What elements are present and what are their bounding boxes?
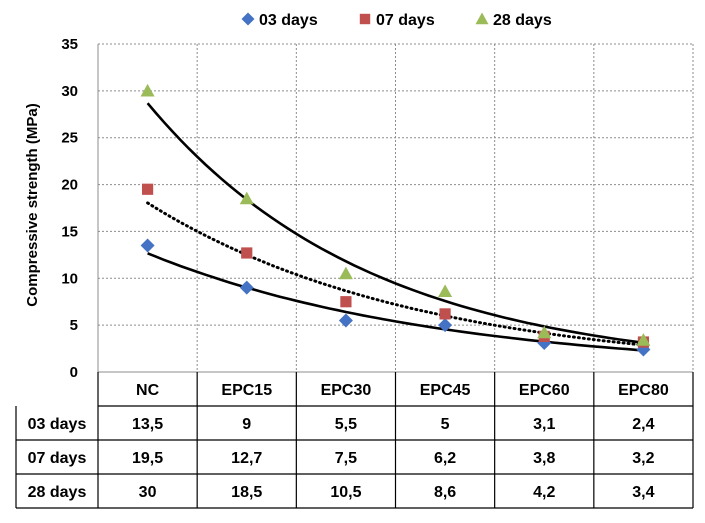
table-cell: 3,8 (533, 450, 555, 467)
y-tick-label: 10 (61, 270, 78, 287)
table-cell: 18,5 (231, 484, 262, 501)
table-row-label: 28 days (28, 484, 87, 501)
data-point (439, 308, 451, 320)
y-tick-label: 20 (61, 177, 78, 194)
table-cell: 5,5 (335, 416, 357, 433)
table-cell: 5 (441, 416, 450, 433)
grid (97, 43, 694, 373)
table-cell: 9 (242, 416, 251, 433)
table-row-label: 03 days (28, 416, 87, 433)
table-cell: 12,7 (231, 450, 262, 467)
category-label: EPC60 (519, 382, 570, 399)
legend-entry-label: 28 days (493, 12, 552, 29)
data-point (140, 83, 155, 97)
trendline-03-days (147, 252, 644, 352)
table-cell: 4,2 (533, 484, 555, 501)
category-label: EPC80 (618, 382, 669, 399)
y-tick-label: 30 (61, 83, 78, 100)
data-point (438, 284, 453, 298)
data-point (537, 325, 552, 339)
table-cell: 3,4 (632, 484, 654, 501)
data-point (338, 313, 353, 328)
data-point (241, 247, 253, 259)
data-point (141, 183, 154, 195)
y-tick-label: 25 (61, 130, 78, 147)
trendline-28-days (146, 102, 644, 345)
trendline-07-days (146, 201, 645, 347)
y-tick-label: 5 (70, 317, 78, 334)
legend: 03 days 07 days 28 days (241, 12, 552, 29)
table-cell: 8,6 (434, 484, 456, 501)
category-label: EPC30 (321, 382, 372, 399)
category-label: NC (136, 382, 160, 399)
y-axis-label: Compressive strength (MPa) (24, 103, 41, 306)
table-cell: 10,5 (330, 484, 361, 501)
table-cell: 7,5 (335, 450, 357, 467)
data-point (140, 238, 155, 253)
data-markers (140, 83, 651, 357)
legend-entry-label: 03 days (259, 12, 318, 29)
y-tick-label: 35 (61, 36, 78, 53)
data-point (338, 266, 353, 280)
table-cell: 2,4 (632, 416, 654, 433)
trendlines (146, 102, 645, 352)
data-point (340, 296, 352, 308)
data-point (438, 318, 453, 333)
table-cell: 3,1 (533, 416, 555, 433)
legend-marker-triangle (475, 12, 489, 25)
table-cell: 30 (139, 484, 157, 501)
category-label: EPC45 (420, 382, 471, 399)
y-tick-label: 0 (70, 364, 78, 381)
y-tick-label: 15 (61, 223, 78, 240)
table-row-label: 07 days (28, 450, 87, 467)
data-point (239, 280, 254, 295)
table-cell: 19,5 (132, 450, 163, 467)
table-cell: 13,5 (132, 416, 163, 433)
category-label: EPC15 (221, 382, 272, 399)
data-table: NC EPC15 EPC30 EPC45 EPC60 EPC80 03 days 13,5 9 5… (15, 372, 694, 509)
legend-marker-square (359, 13, 371, 25)
data-point (239, 191, 254, 205)
data-point (636, 333, 651, 346)
legend-entry-label: 07 days (376, 12, 435, 29)
table-cell: 6,2 (434, 450, 456, 467)
table-cell: 3,2 (632, 450, 654, 467)
legend-marker-diamond (241, 12, 255, 26)
y-axis-ticks: 0 5 10 15 20 25 30 35 (61, 36, 78, 381)
